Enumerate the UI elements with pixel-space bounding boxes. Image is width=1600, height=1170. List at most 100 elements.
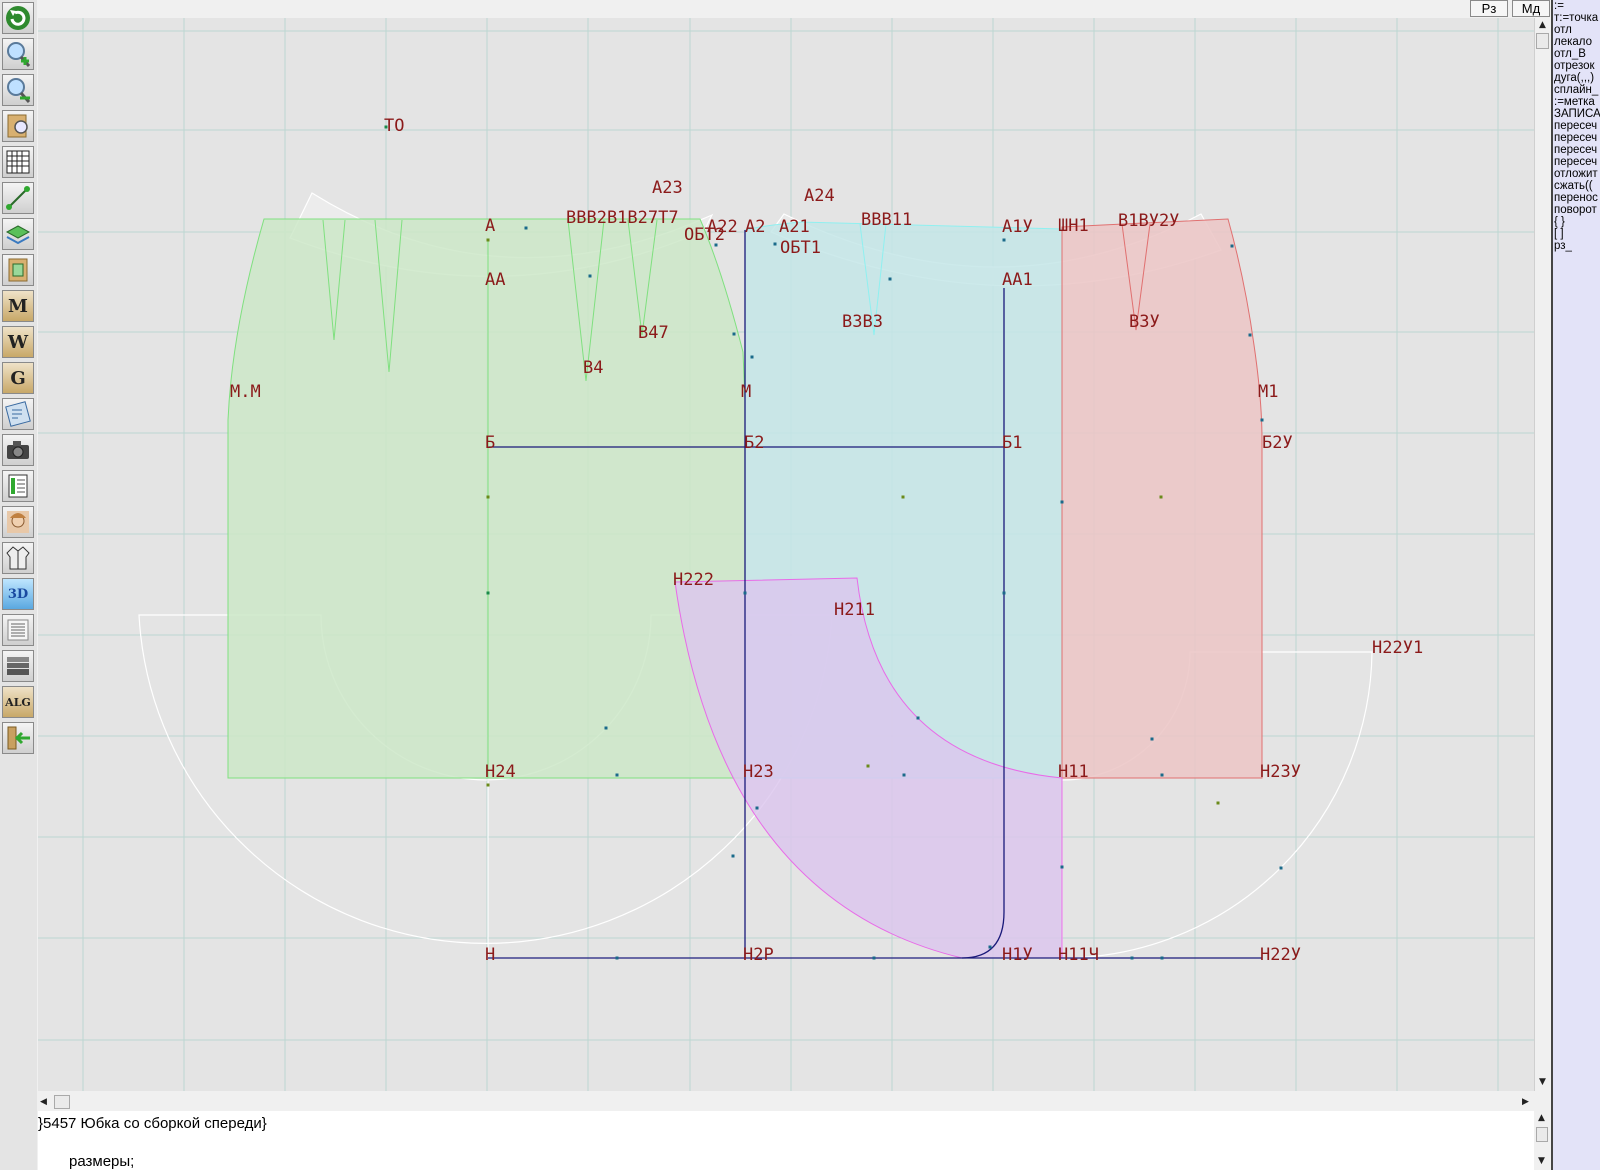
node-point[interactable] [872, 956, 876, 960]
point-label[interactable]: АА1 [1002, 270, 1033, 290]
point-label[interactable]: Б2У [1262, 433, 1293, 453]
point-label[interactable]: ВВВ2В1В27Т7 [566, 208, 679, 228]
horizontal-scroll-thumb[interactable] [54, 1095, 70, 1109]
pattern-piece-icon[interactable] [2, 254, 34, 286]
node-point[interactable] [524, 226, 528, 230]
point-label[interactable]: М.М [230, 382, 261, 402]
scroll-left-arrow-icon[interactable]: ◀ [40, 1097, 47, 1107]
command-item[interactable]: пересеч [1554, 132, 1598, 144]
point-label[interactable]: ШН1 [1058, 216, 1089, 236]
command-item[interactable]: лекало [1554, 36, 1593, 48]
command-item[interactable]: ЗАПИСА [1554, 108, 1600, 120]
node-point[interactable] [486, 238, 490, 242]
point-label[interactable]: Н222 [673, 570, 714, 590]
point-label[interactable]: М1 [1258, 382, 1278, 402]
node-point[interactable] [1002, 591, 1006, 595]
measurements-m-icon[interactable]: M [2, 290, 34, 322]
scroll-right-arrow-icon[interactable]: ▶ [1522, 1097, 1529, 1107]
point-label[interactable]: А2 [745, 217, 765, 237]
point-label[interactable]: Н11Ч [1058, 945, 1099, 965]
point-label[interactable]: В4 [583, 358, 603, 378]
script-line-sizes[interactable]: размеры; [69, 1153, 135, 1170]
camera-icon[interactable] [2, 434, 34, 466]
script-editor[interactable]: }5457 Юбка со сборкой спереди} размеры; [38, 1111, 1534, 1170]
node-point[interactable] [714, 243, 718, 247]
zoom-in-icon[interactable] [2, 38, 34, 70]
node-point[interactable] [486, 591, 490, 595]
command-item[interactable]: отрезок [1554, 60, 1595, 72]
node-point[interactable] [1160, 773, 1164, 777]
point-label[interactable]: ОБТ1 [780, 238, 821, 258]
layer-icon[interactable] [2, 218, 34, 250]
command-item[interactable]: сплайн_ [1554, 84, 1599, 96]
node-point[interactable] [615, 956, 619, 960]
node-point[interactable] [902, 773, 906, 777]
point-label[interactable]: Н22У [1260, 945, 1301, 965]
node-point[interactable] [743, 591, 747, 595]
script-line-title[interactable]: }5457 Юбка со сборкой спереди} [38, 1115, 267, 1132]
node-point[interactable] [486, 495, 490, 499]
point-label[interactable]: ТО [384, 116, 404, 136]
node-point[interactable] [888, 277, 892, 281]
node-point[interactable] [755, 806, 759, 810]
node-point[interactable] [486, 783, 490, 787]
command-item[interactable]: :=метка [1554, 96, 1595, 108]
node-point[interactable] [588, 274, 592, 278]
vertical-scrollbar[interactable]: ▲ ▼ [1534, 18, 1551, 1091]
command-item[interactable]: пересеч [1554, 156, 1598, 168]
command-item[interactable]: пересеч [1554, 120, 1598, 132]
node-point[interactable] [732, 332, 736, 336]
point-label[interactable]: Б [485, 433, 495, 453]
command-item[interactable]: пересеч [1554, 144, 1598, 156]
refresh-icon[interactable] [2, 2, 34, 34]
line-tool-icon[interactable] [2, 182, 34, 214]
point-label[interactable]: Б2 [744, 433, 764, 453]
point-label[interactable]: В1ВУ2У [1118, 211, 1179, 231]
grid-icon[interactable] [2, 146, 34, 178]
node-point[interactable] [604, 726, 608, 730]
node-point[interactable] [1159, 495, 1163, 499]
point-label[interactable]: А22 [707, 217, 738, 237]
drawing-canvas[interactable]: ТО А23 А24 А ВВВ2В1В27Т7 А22 А2 А21 ВВВ11 А1У ШН1 В… [38, 18, 1534, 1091]
spreadsheet-icon[interactable] [2, 470, 34, 502]
point-label[interactable]: Н1У [1002, 945, 1033, 965]
point-label[interactable]: А24 [804, 186, 835, 206]
command-item[interactable]: := [1554, 0, 1564, 12]
node-point[interactable] [773, 242, 777, 246]
pattern-view-icon[interactable] [2, 110, 34, 142]
view-3d-icon[interactable]: 3D [2, 578, 34, 610]
node-point[interactable] [1060, 865, 1064, 869]
vertical-scroll-thumb[interactable] [1536, 33, 1549, 49]
command-item[interactable]: отл [1554, 24, 1572, 36]
node-point[interactable] [988, 945, 992, 949]
command-item[interactable]: сжать(( [1554, 180, 1593, 192]
command-item[interactable]: отл_В [1554, 48, 1586, 60]
point-label[interactable]: Н [485, 945, 495, 965]
node-point[interactable] [866, 764, 870, 768]
node-point[interactable] [1230, 244, 1234, 248]
command-item[interactable]: отложит [1554, 168, 1598, 180]
node-point[interactable] [1160, 956, 1164, 960]
point-label[interactable]: Н11 [1058, 762, 1089, 782]
command-item[interactable]: т:=точка [1554, 12, 1599, 24]
point-label[interactable]: Н2Р [743, 945, 774, 965]
command-item[interactable]: дуга(,,,) [1554, 72, 1595, 84]
point-label[interactable]: М [741, 382, 751, 402]
point-label[interactable]: В47 [638, 323, 669, 343]
node-point[interactable] [1260, 418, 1264, 422]
point-label[interactable]: А [485, 216, 495, 236]
command-item[interactable]: [ ] [1554, 228, 1564, 240]
node-point[interactable] [750, 355, 754, 359]
point-label[interactable]: АА [485, 270, 505, 290]
script-scroll-down-icon[interactable]: ▼ [1538, 1156, 1545, 1166]
command-panel[interactable]: := т:=точка отл лекало отл_В отрезок дуга(,,,)… [1551, 0, 1600, 1170]
point-label[interactable]: Б1 [1002, 433, 1022, 453]
command-item[interactable]: рз_ [1554, 240, 1572, 252]
point-label[interactable]: А1У [1002, 217, 1033, 237]
node-point[interactable] [1130, 956, 1134, 960]
compass-w-icon[interactable]: W [2, 326, 34, 358]
scroll-up-arrow-icon[interactable]: ▲ [1539, 20, 1546, 30]
node-point[interactable] [901, 495, 905, 499]
jacket-icon[interactable] [2, 542, 34, 574]
node-point[interactable] [916, 716, 920, 720]
